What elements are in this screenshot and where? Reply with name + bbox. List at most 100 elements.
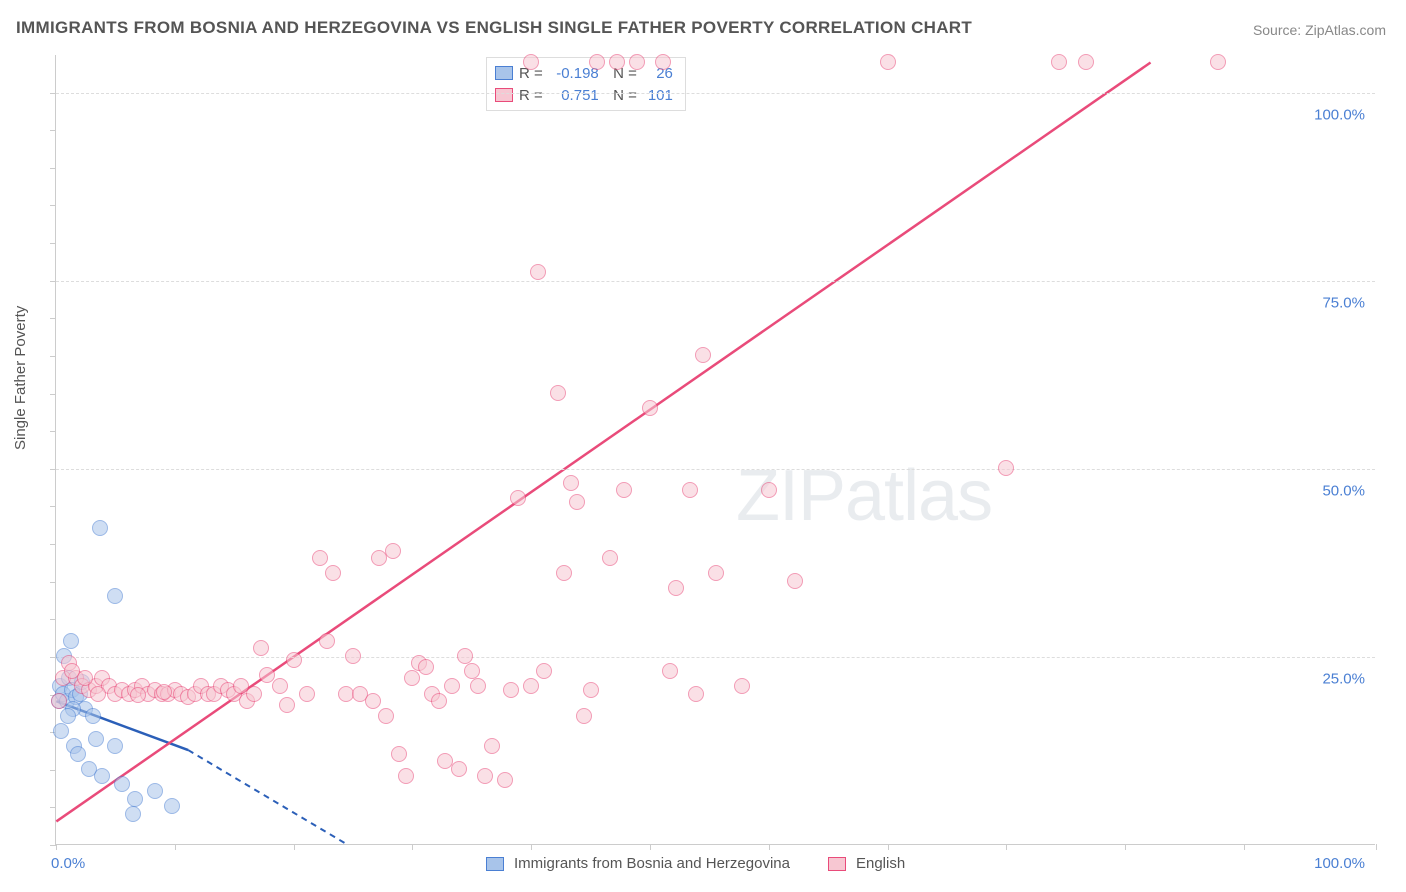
legend-swatch-series1-bottom	[486, 857, 504, 871]
data-point	[51, 693, 67, 709]
legend-row-series2: R = 0.751 N = 101	[495, 84, 673, 106]
data-point	[90, 686, 106, 702]
data-point	[464, 663, 480, 679]
y-tick-label: 25.0%	[1322, 670, 1365, 687]
chart-title: IMMIGRANTS FROM BOSNIA AND HERZEGOVINA V…	[16, 18, 972, 38]
data-point	[391, 746, 407, 762]
y-tick	[50, 356, 56, 357]
x-tick	[531, 844, 532, 850]
data-point	[695, 347, 711, 363]
data-point	[127, 791, 143, 807]
y-tick	[50, 93, 56, 94]
data-point	[688, 686, 704, 702]
data-point	[77, 670, 93, 686]
x-tick	[294, 844, 295, 850]
data-point	[156, 684, 172, 700]
data-point	[404, 670, 420, 686]
data-point	[569, 494, 585, 510]
data-point	[63, 633, 79, 649]
data-point	[345, 648, 361, 664]
data-point	[629, 54, 645, 70]
y-tick	[50, 506, 56, 507]
data-point	[88, 731, 104, 747]
y-tick	[50, 281, 56, 282]
data-point	[662, 663, 678, 679]
data-point	[787, 573, 803, 589]
data-point	[259, 667, 275, 683]
data-point	[299, 686, 315, 702]
data-point	[609, 54, 625, 70]
legend-swatch-series1	[495, 66, 513, 80]
data-point	[107, 588, 123, 604]
x-tick	[769, 844, 770, 850]
data-point	[70, 746, 86, 762]
data-point	[385, 543, 401, 559]
y-axis-label: Single Father Poverty	[12, 306, 29, 450]
plot-area: ZIPatlas R = -0.198 N = 26 R = 0.751 N =…	[55, 55, 1375, 845]
x-tick	[1244, 844, 1245, 850]
y-tick	[50, 130, 56, 131]
data-point	[642, 400, 658, 416]
y-tick	[50, 243, 56, 244]
legend-series-names: Immigrants from Bosnia and Herzegovina E…	[486, 855, 905, 872]
legend-n-label: N =	[605, 87, 637, 104]
source-label: Source: ZipAtlas.com	[1253, 22, 1386, 38]
data-point	[523, 54, 539, 70]
trend-line-extrapolated	[188, 750, 346, 844]
y-tick	[50, 469, 56, 470]
data-point	[616, 482, 632, 498]
gridline-h	[56, 657, 1375, 658]
data-point	[583, 682, 599, 698]
data-point	[503, 682, 519, 698]
data-point	[279, 697, 295, 713]
data-point	[398, 768, 414, 784]
x-tick	[412, 844, 413, 850]
x-tick	[1125, 844, 1126, 850]
data-point	[497, 772, 513, 788]
y-tick	[50, 770, 56, 771]
y-tick	[50, 807, 56, 808]
y-tick-label: 100.0%	[1314, 106, 1365, 123]
data-point	[1210, 54, 1226, 70]
data-point	[365, 693, 381, 709]
data-point	[286, 652, 302, 668]
data-point	[246, 686, 262, 702]
data-point	[530, 264, 546, 280]
data-point	[444, 678, 460, 694]
x-axis-min-label: 0.0%	[51, 855, 85, 872]
data-point	[85, 708, 101, 724]
gridline-h	[56, 281, 1375, 282]
data-point	[312, 550, 328, 566]
data-point	[880, 54, 896, 70]
data-point	[734, 678, 750, 694]
data-point	[682, 482, 698, 498]
y-tick	[50, 619, 56, 620]
data-point	[457, 648, 473, 664]
data-point	[761, 482, 777, 498]
x-tick	[888, 844, 889, 850]
x-tick	[1006, 844, 1007, 850]
trend-lines-svg	[56, 55, 1375, 844]
data-point	[125, 806, 141, 822]
x-tick	[650, 844, 651, 850]
y-tick	[50, 318, 56, 319]
data-point	[92, 520, 108, 536]
data-point	[319, 633, 335, 649]
data-point	[523, 678, 539, 694]
data-point	[431, 693, 447, 709]
y-tick	[50, 544, 56, 545]
data-point	[107, 738, 123, 754]
data-point	[1051, 54, 1067, 70]
legend-swatch-series2-bottom	[828, 857, 846, 871]
y-tick	[50, 431, 56, 432]
data-point	[60, 708, 76, 724]
data-point	[114, 776, 130, 792]
data-point	[94, 768, 110, 784]
gridline-h	[56, 469, 1375, 470]
data-point	[164, 798, 180, 814]
y-tick	[50, 582, 56, 583]
x-tick	[56, 844, 57, 850]
legend-r-label: R =	[519, 87, 543, 104]
data-point	[556, 565, 572, 581]
data-point	[470, 678, 486, 694]
